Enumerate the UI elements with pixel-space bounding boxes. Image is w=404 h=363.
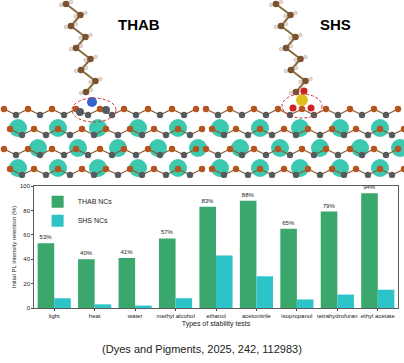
svg-text:ethyl acetate: ethyl acetate [361, 313, 396, 319]
svg-text:tetrahydrofuran: tetrahydrofuran [317, 313, 358, 319]
svg-text:light: light [49, 313, 60, 319]
svg-text:20: 20 [23, 281, 30, 287]
svg-text:79%: 79% [323, 203, 336, 209]
svg-text:methyl alcohol: methyl alcohol [156, 313, 194, 319]
svg-text:isopropanol: isopropanol [281, 313, 312, 319]
svg-text:53%: 53% [40, 234, 53, 240]
svg-text:88%: 88% [242, 192, 255, 198]
svg-text:THAB NCs: THAB NCs [78, 198, 113, 205]
svg-text:65%: 65% [282, 220, 295, 226]
svg-text:SHS NCs: SHS NCs [78, 217, 108, 224]
svg-text:heat: heat [89, 313, 101, 319]
svg-text:ethanol: ethanol [206, 313, 226, 319]
svg-text:acetonitrile: acetonitrile [242, 313, 272, 319]
svg-text:83%: 83% [201, 198, 214, 204]
svg-text:Initial PL intensity retention: Initial PL intensity retention (%) [11, 206, 17, 288]
html-text:(Dyes and Pigments, 2025, 242,: (Dyes and Pigments, 2025, 242, 112983) [102, 343, 302, 355]
svg-text:Types of stability tests: Types of stability tests [182, 320, 251, 328]
svg-text:57%: 57% [161, 229, 174, 235]
svg-text:0: 0 [27, 305, 31, 311]
svg-text:100: 100 [20, 183, 31, 189]
svg-text:60: 60 [23, 232, 30, 238]
svg-text:40: 40 [23, 256, 30, 262]
svg-text:40%: 40% [80, 250, 93, 256]
svg-text:41%: 41% [120, 249, 133, 255]
svg-text:80: 80 [23, 208, 30, 214]
svg-text:THAB: THAB [118, 16, 160, 33]
svg-text:water: water [127, 313, 143, 319]
svg-text:SHS: SHS [320, 16, 351, 33]
svg-text:94%: 94% [363, 184, 376, 190]
